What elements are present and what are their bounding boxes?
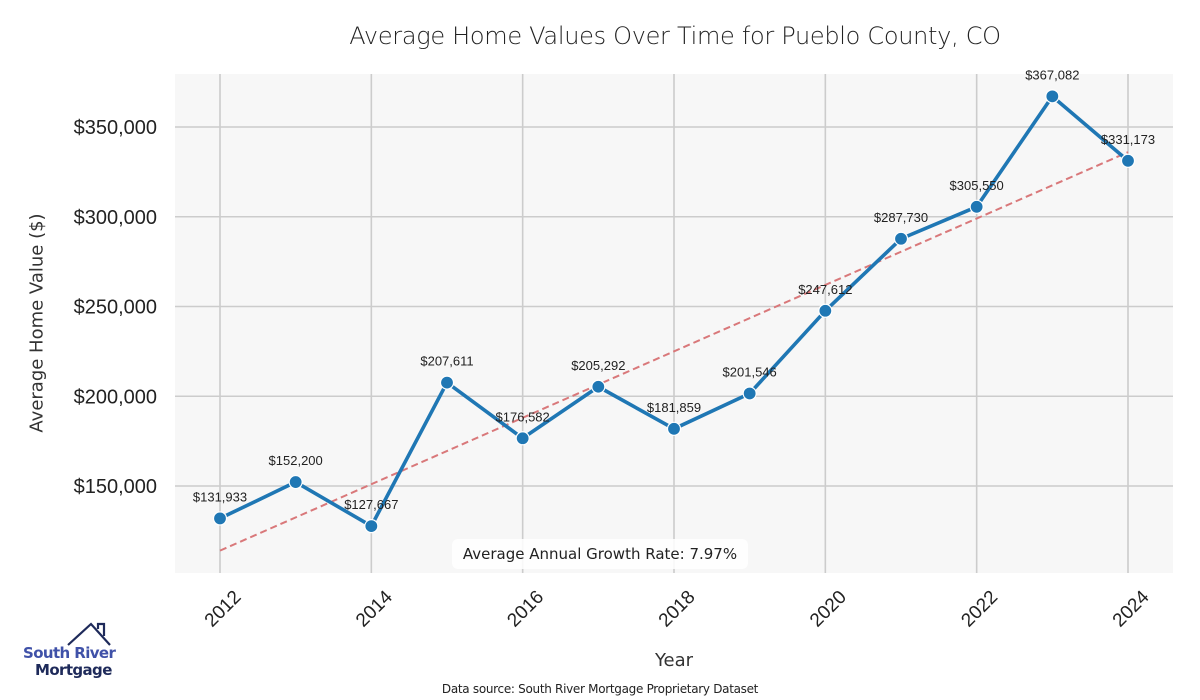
trend-line bbox=[219, 151, 1129, 552]
y-tick-label: $300,000 bbox=[74, 207, 157, 229]
data-point bbox=[439, 375, 455, 390]
data-source-note: Data source: South River Mortgage Propri… bbox=[441, 682, 759, 696]
x-tick-label: 2016 bbox=[503, 587, 548, 632]
y-tick-label: $350,000 bbox=[74, 117, 157, 139]
data-point bbox=[818, 303, 833, 318]
data-label: $247,612 bbox=[798, 282, 852, 297]
data-label: $131,933 bbox=[193, 489, 247, 504]
data-point bbox=[364, 518, 379, 534]
data-label: $201,546 bbox=[723, 364, 777, 379]
data-point bbox=[1120, 153, 1136, 168]
data-label: $287,730 bbox=[874, 210, 928, 225]
data-label: $205,292 bbox=[571, 358, 625, 373]
data-label: $176,582 bbox=[496, 409, 550, 424]
y-tick-label: $250,000 bbox=[74, 297, 157, 319]
data-label: $181,859 bbox=[647, 400, 701, 415]
data-point bbox=[288, 474, 303, 490]
growth-rate-annotation: Average Annual Growth Rate: 7.97% bbox=[452, 539, 748, 569]
x-tick-labels: 2012 2014 2016 2018 2020 2022 2024 bbox=[201, 586, 1154, 631]
company-logo: South River Mortgage bbox=[18, 620, 118, 680]
data-point bbox=[742, 386, 757, 401]
data-label: $305,550 bbox=[950, 178, 1004, 193]
data-point bbox=[666, 421, 682, 436]
x-axis-label: Year bbox=[654, 650, 694, 671]
data-labels: $131,933 $152,200 $127,667 $207,611 $176,582… bbox=[193, 67, 1155, 512]
x-tick-label: 2012 bbox=[201, 587, 246, 632]
x-gridlines bbox=[219, 74, 1129, 573]
data-point bbox=[1045, 89, 1060, 104]
x-tick-label: 2020 bbox=[806, 587, 851, 632]
data-point bbox=[969, 199, 984, 214]
logo-line-2: Mortgage bbox=[35, 661, 112, 679]
data-label: $152,200 bbox=[269, 453, 323, 468]
data-label: $331,173 bbox=[1101, 132, 1155, 147]
data-label: $127,667 bbox=[344, 497, 398, 512]
data-point bbox=[591, 379, 606, 394]
y-tick-label: $150,000 bbox=[74, 476, 157, 498]
data-point bbox=[893, 231, 909, 246]
data-point bbox=[515, 431, 530, 446]
x-tick-label: 2014 bbox=[352, 586, 397, 631]
house-roof-icon bbox=[67, 622, 111, 646]
x-tick-label: 2024 bbox=[1109, 586, 1154, 631]
data-label: $207,611 bbox=[420, 354, 473, 369]
y-gridlines bbox=[175, 126, 1173, 487]
y-tick-label: $200,000 bbox=[74, 386, 157, 408]
data-point bbox=[212, 511, 228, 526]
x-tick-label: 2018 bbox=[655, 587, 700, 632]
chart-title: Average Home Values Over Time for Pueblo… bbox=[349, 22, 1001, 50]
data-label: $367,082 bbox=[1025, 67, 1079, 82]
y-tick-labels: $150,000 $200,000 $250,000 $300,000 $350,000 bbox=[74, 117, 157, 498]
x-tick-label: 2022 bbox=[957, 587, 1002, 632]
logo-line-1: South River bbox=[23, 644, 116, 662]
data-points bbox=[212, 89, 1136, 534]
